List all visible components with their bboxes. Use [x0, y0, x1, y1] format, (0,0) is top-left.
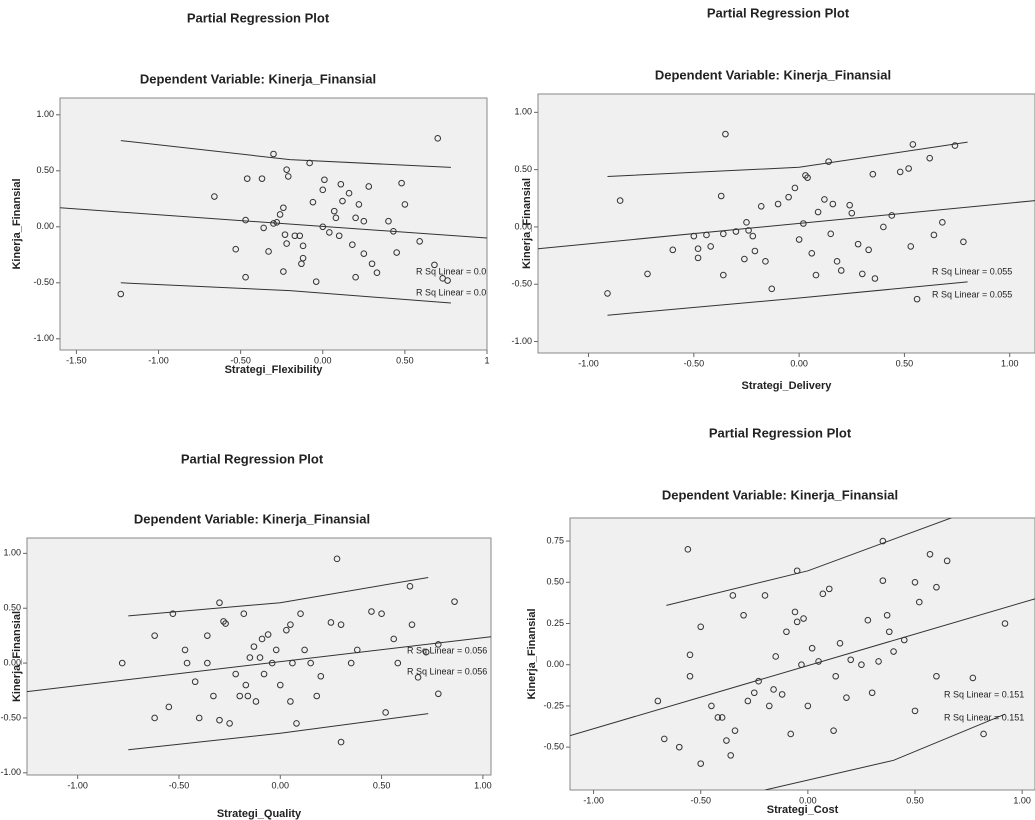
y-axis-title: Kinerja_Finansial	[526, 608, 538, 699]
annotation: R Sq Linear = 0.151	[944, 689, 1024, 699]
y-tick-label: 0.50	[546, 577, 564, 587]
x-tick-label: 1	[484, 355, 489, 365]
x-tick-label: 0.00	[272, 780, 290, 790]
x-tick-label: 0.50	[896, 358, 914, 368]
x-tick-label: -0.50	[169, 780, 190, 790]
plot-area	[570, 518, 1035, 790]
y-tick-label: 0.75	[546, 535, 564, 545]
x-tick-label: -0.50	[684, 358, 705, 368]
x-tick-label: -0.50	[690, 795, 711, 805]
x-axis-title: Strategi_Delivery	[742, 380, 833, 392]
annotation: R Sq Linear = 0.151	[944, 712, 1024, 722]
chart-title: Partial Regression Plot	[181, 451, 324, 466]
x-tick-label: -1.00	[148, 355, 169, 365]
x-tick-label: 1.00	[1013, 795, 1031, 805]
y-tick-label: -1.00	[511, 336, 532, 346]
y-axis-title: Kinerja_Finansial	[11, 611, 23, 702]
annotation: R Sq Linear = 0.055	[932, 289, 1012, 299]
y-tick-label: -0.50	[543, 742, 564, 752]
chart-title: Partial Regression Plot	[187, 10, 330, 25]
chart: Partial Regression Plot Dependent Variabl…	[11, 10, 490, 375]
annotation: R Sq Linear = 0.056	[407, 666, 487, 676]
chart: Partial Regression Plot Dependent Variabl…	[0, 451, 491, 819]
x-tick-label: 0.00	[790, 358, 808, 368]
y-tick-label: -1.00	[0, 767, 21, 777]
y-tick-label: 1.00	[36, 109, 54, 119]
x-tick-label: 0.50	[906, 795, 924, 805]
y-tick-label: 0.25	[546, 618, 564, 628]
annotation: R Sq Linear = 0.0	[416, 287, 486, 297]
x-tick-label: 0.50	[396, 355, 414, 365]
chart-subtitle: Dependent Variable: Kinerja_Finansial	[134, 511, 370, 526]
y-axis-title: Kinerja_Finansial	[521, 178, 533, 269]
chart: Partial Regression Plot Dependent Variabl…	[526, 425, 1035, 815]
chart: Partial Regression Plot Dependent Variabl…	[511, 5, 1035, 391]
x-tick-label: -1.00	[578, 358, 599, 368]
chart-subtitle: Dependent Variable: Kinerja_Finansial	[662, 487, 898, 502]
y-tick-label: -0.50	[33, 277, 54, 287]
x-axis-title: Strategi_Flexibility	[225, 364, 324, 376]
x-tick-label: -1.00	[583, 795, 604, 805]
x-axis-title: Strategi_Quality	[217, 808, 302, 820]
annotation: R Sq Linear = 0.0	[416, 266, 486, 276]
y-tick-label: 0.50	[514, 164, 532, 174]
chart-subtitle: Dependent Variable: Kinerja_Finansial	[655, 67, 891, 82]
y-tick-label: -0.50	[511, 279, 532, 289]
x-axis-title: Strategi_Cost	[767, 804, 839, 816]
plot-area	[60, 98, 487, 350]
chart-subtitle: Dependent Variable: Kinerja_Finansial	[140, 71, 376, 86]
page: Partial Regression Plot Dependent Variabl…	[0, 0, 1035, 820]
y-axis-title: Kinerja_Finansial	[11, 178, 23, 269]
x-tick-label: 0.50	[373, 780, 391, 790]
y-tick-label: -1.00	[33, 333, 54, 343]
x-tick-label: 1.00	[1001, 358, 1019, 368]
y-tick-label: 0.00	[546, 659, 564, 669]
y-tick-label: 0.00	[36, 221, 54, 231]
chart-title: Partial Regression Plot	[709, 425, 852, 440]
y-tick-label: 1.00	[3, 548, 21, 558]
annotation: R Sq Linear = 0.055	[932, 266, 1012, 276]
chart-title: Partial Regression Plot	[707, 5, 850, 20]
plot-area	[538, 94, 1035, 353]
x-tick-label: 1.00	[474, 780, 492, 790]
y-tick-label: -0.50	[0, 712, 21, 722]
annotation: R Sq Linear = 0.056	[407, 645, 487, 655]
y-tick-label: -0.25	[543, 700, 564, 710]
x-tick-label: -1.00	[67, 780, 88, 790]
y-tick-label: 0.50	[36, 165, 54, 175]
plot-area	[27, 538, 491, 775]
y-tick-label: 1.00	[514, 107, 532, 117]
x-tick-label: -1.50	[66, 355, 87, 365]
